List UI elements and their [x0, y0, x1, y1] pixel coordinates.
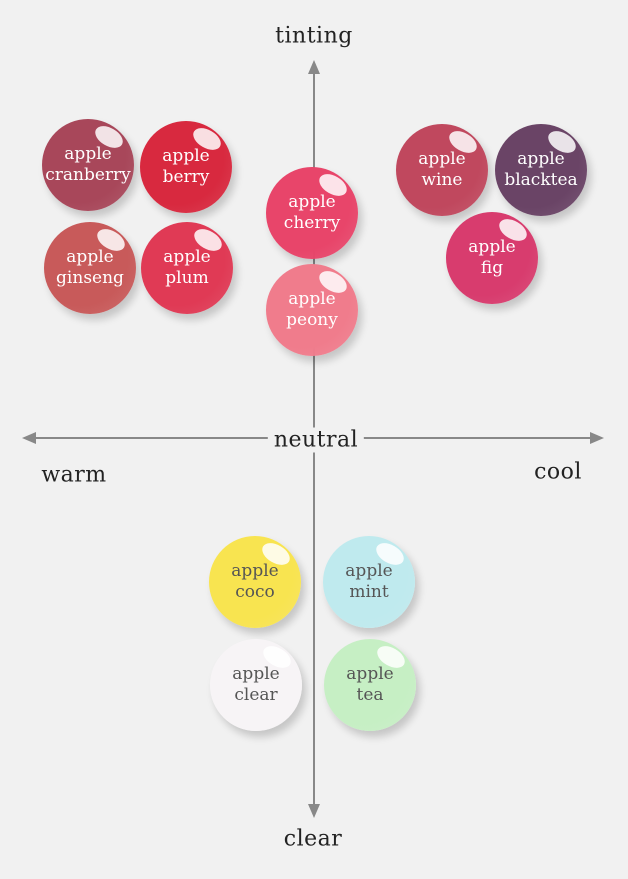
swatch-mint: apple mint — [323, 536, 415, 628]
axis-label-warm: warm — [41, 462, 107, 488]
swatch-ginseng: apple ginseng — [44, 222, 136, 314]
swatch-tea: apple tea — [324, 639, 416, 731]
swatch-label: apple — [66, 247, 114, 267]
swatch-label: cherry — [283, 213, 341, 233]
swatch-plum: apple plum — [141, 222, 233, 314]
swatch-label: fig — [480, 258, 504, 278]
swatch-label: apple — [468, 237, 516, 257]
swatch-label: wine — [421, 170, 463, 190]
swatch-label: apple — [345, 561, 393, 581]
axis-label-tinting: tinting — [275, 23, 353, 49]
arrow-left-icon — [22, 432, 36, 444]
axis-label-clear: clear — [283, 826, 343, 852]
swatch-label: tea — [356, 685, 384, 705]
swatch-fig: apple fig — [446, 212, 538, 304]
swatch-wine: apple wine — [396, 124, 488, 216]
swatch-label: clear — [234, 685, 278, 705]
swatch-label: apple — [288, 192, 336, 212]
swatch-label: ginseng — [56, 268, 124, 288]
swatch-label: apple — [517, 149, 565, 169]
swatch-label: apple — [346, 664, 394, 684]
swatch-label: mint — [349, 582, 389, 602]
arrow-down-icon — [308, 804, 320, 818]
swatch-cherry: apple cherry — [266, 167, 358, 259]
swatch-label: apple — [288, 289, 336, 309]
axis-label-cool: cool — [534, 459, 582, 485]
swatch-label: plum — [165, 268, 209, 288]
swatch-cranberry: apple cranberry — [42, 119, 134, 211]
swatch-label: apple — [163, 247, 211, 267]
swatch-label: apple — [232, 664, 280, 684]
swatch-label: peony — [286, 310, 338, 330]
swatch-clear: apple clear — [210, 639, 302, 731]
axis-label-neutral: neutral — [267, 427, 365, 453]
swatch-label: cranberry — [45, 165, 131, 185]
swatch-label: blacktea — [504, 170, 578, 190]
swatch-blacktea: apple blacktea — [495, 124, 587, 216]
swatch-coco: apple coco — [209, 536, 301, 628]
swatch-label: berry — [162, 167, 210, 187]
swatch-peony: apple peony — [266, 264, 358, 356]
swatch-label: apple — [64, 144, 112, 164]
swatch-label: apple — [162, 146, 210, 166]
swatch-label: apple — [231, 561, 279, 581]
arrow-right-icon — [590, 432, 604, 444]
swatch-label: apple — [418, 149, 466, 169]
arrow-up-icon — [308, 60, 320, 74]
swatch-label: coco — [235, 582, 275, 602]
swatch-berry: apple berry — [140, 121, 232, 213]
